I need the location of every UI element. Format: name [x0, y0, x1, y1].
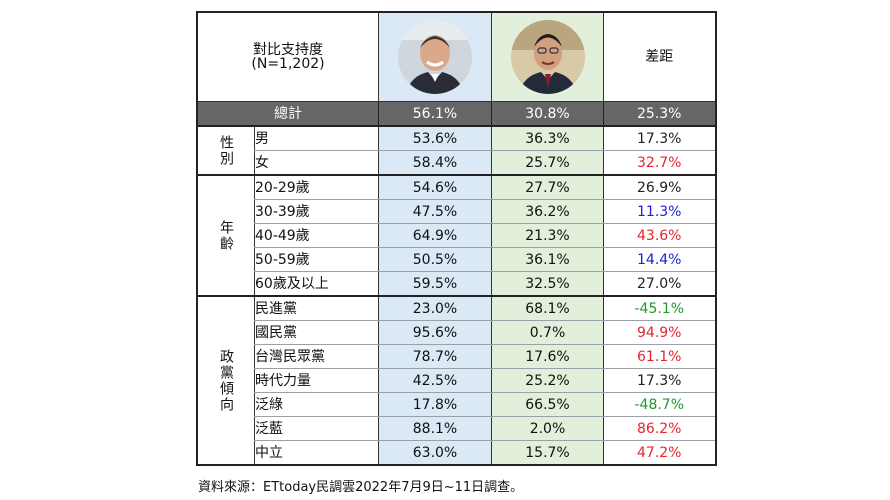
poll-table: 對比支持度 (N=1,202)	[196, 11, 717, 466]
total-diff: 25.3%	[603, 101, 716, 126]
candidate-a-value: 42.5%	[378, 368, 492, 393]
table-row: 泛綠 17.8% 66.5% -48.7%	[197, 392, 716, 417]
diff-value: 17.3%	[603, 125, 716, 151]
candidate-a-value: 17.8%	[378, 392, 492, 417]
candidate-a-value: 54.6%	[378, 174, 492, 200]
candidate-b-value: 15.7%	[491, 440, 604, 466]
candidate-a-value: 53.6%	[378, 125, 492, 151]
candidate-a-value: 63.0%	[378, 440, 492, 466]
row-label: 國民黨	[254, 320, 379, 345]
candidate-b-photo	[510, 20, 585, 94]
diff-value: 32.7%	[603, 150, 716, 176]
total-candidate-b: 30.8%	[491, 101, 604, 126]
row-label: 60歲及以上	[254, 271, 379, 297]
diff-header: 差距	[603, 11, 716, 102]
table-row: 泛藍 88.1% 2.0% 86.2%	[197, 416, 716, 441]
header-title: 對比支持度	[253, 42, 323, 58]
total-row: 總計 56.1% 30.8% 25.3%	[196, 101, 716, 126]
row-label: 民進黨	[254, 295, 379, 321]
table-row: 政黨傾向 民進黨 23.0% 68.1% -45.1%	[197, 295, 716, 466]
header-title-cell: 對比支持度 (N=1,202)	[196, 11, 379, 102]
candidate-a-value: 47.5%	[378, 199, 492, 224]
table-row: 女 58.4% 25.7% 32.7%	[197, 150, 716, 176]
candidate-a-value: 88.1%	[378, 416, 492, 441]
table-row: 40-49歲 64.9% 21.3% 43.6%	[197, 223, 716, 248]
total-label: 總計	[196, 101, 379, 126]
row-label: 時代力量	[254, 368, 379, 393]
candidate-b-value: 66.5%	[491, 392, 604, 417]
candidate-b-value: 0.7%	[491, 320, 604, 345]
group-label: 性別	[197, 125, 255, 176]
total-candidate-a: 56.1%	[378, 101, 492, 126]
diff-value: 61.1%	[603, 344, 716, 369]
candidate-b-header	[491, 11, 604, 102]
row-label: 40-49歲	[254, 223, 379, 248]
table-row: 台灣民眾黨 78.7% 17.6% 61.1%	[197, 344, 716, 369]
candidate-b-value: 21.3%	[491, 223, 604, 248]
candidate-a-value: 78.7%	[378, 344, 492, 369]
diff-value: 14.4%	[603, 247, 716, 272]
table-row: 國民黨 95.6% 0.7% 94.9%	[197, 320, 716, 345]
table-row: 性別男 53.6% 36.3% 17.3%	[197, 125, 716, 176]
candidate-b-value: 32.5%	[491, 271, 604, 297]
candidate-b-value: 25.2%	[491, 368, 604, 393]
diff-value: 26.9%	[603, 174, 716, 200]
candidate-a-photo	[398, 20, 472, 94]
diff-value: 47.2%	[603, 440, 716, 466]
table-row: 中立 63.0% 15.7% 47.2%	[197, 440, 716, 466]
diff-value: 94.9%	[603, 320, 716, 345]
candidate-a-value: 64.9%	[378, 223, 492, 248]
row-label: 20-29歲	[254, 174, 379, 200]
row-label: 男	[254, 125, 379, 151]
candidate-b-value: 36.2%	[491, 199, 604, 224]
source-note: 資料來源：ETtoday民調雲2022年7月9日~11日調查。	[198, 480, 524, 495]
diff-value: -48.7%	[603, 392, 716, 417]
row-label: 台灣民眾黨	[254, 344, 379, 369]
diff-value: 11.3%	[603, 199, 716, 224]
table-row: 30-39歲 47.5% 36.2% 11.3%	[197, 199, 716, 224]
candidate-a-value: 58.4%	[378, 150, 492, 176]
diff-value: 27.0%	[603, 271, 716, 297]
diff-value: 17.3%	[603, 368, 716, 393]
header-sample-size: (N=1,202)	[251, 56, 325, 72]
table-row: 時代力量 42.5% 25.2% 17.3%	[197, 368, 716, 393]
candidate-b-value: 36.1%	[491, 247, 604, 272]
candidate-a-value: 59.5%	[378, 271, 492, 297]
candidate-b-value: 68.1%	[491, 295, 604, 321]
diff-value: 86.2%	[603, 416, 716, 441]
candidate-a-header	[378, 11, 492, 102]
candidate-b-value: 17.6%	[491, 344, 604, 369]
row-label: 泛綠	[254, 392, 379, 417]
candidate-a-value: 95.6%	[378, 320, 492, 345]
table-row: 50-59歲 50.5% 36.1% 14.4%	[197, 247, 716, 272]
diff-value: -45.1%	[603, 295, 716, 321]
candidate-a-value: 23.0%	[378, 295, 492, 321]
candidate-a-value: 50.5%	[378, 247, 492, 272]
candidate-b-value: 2.0%	[491, 416, 604, 441]
candidate-b-value: 25.7%	[491, 150, 604, 176]
group-label: 政黨傾向	[197, 295, 255, 466]
group-label: 年齡	[197, 174, 255, 297]
candidate-b-value: 27.7%	[491, 174, 604, 200]
diff-value: 43.6%	[603, 223, 716, 248]
row-label: 30-39歲	[254, 199, 379, 224]
row-label: 泛藍	[254, 416, 379, 441]
table-row: 60歲及以上 59.5% 32.5% 27.0%	[197, 271, 716, 297]
row-label: 中立	[254, 440, 379, 466]
row-label: 50-59歲	[254, 247, 379, 272]
row-label: 女	[254, 150, 379, 176]
candidate-b-value: 36.3%	[491, 125, 604, 151]
table-row: 年齡 20-29歲 54.6% 27.7% 26.9%	[197, 174, 716, 297]
